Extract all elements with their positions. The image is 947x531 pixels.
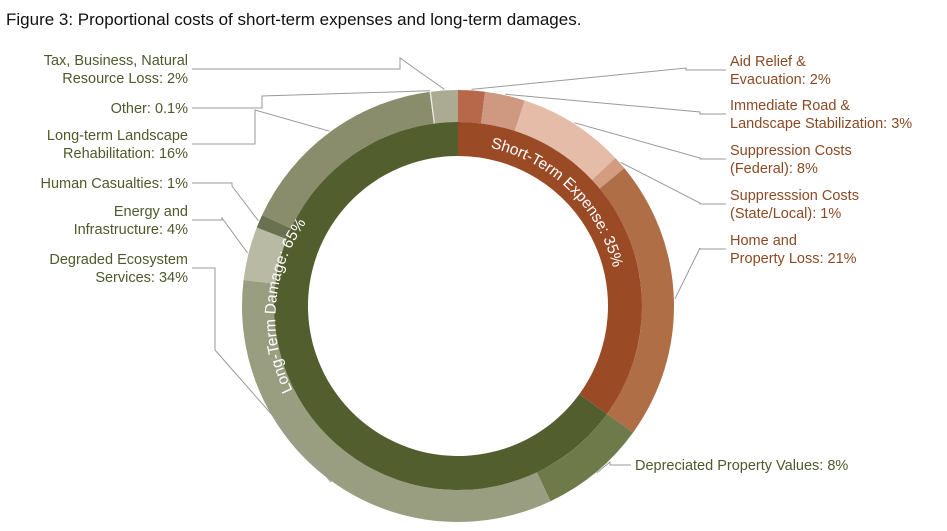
outer-label-line: Long-term Landscape: [47, 128, 188, 144]
outer-slice-other: [429, 91, 435, 124]
outer-label-degraded-ecosystem-services: Degraded Ecosystem Services: 34%: [49, 252, 188, 286]
outer-slice-human-casualties: [256, 215, 292, 240]
leader-line-long-term-landscape-rehabilitation: [192, 109, 330, 145]
outer-label-long-term-landscape-rehabilitation: Long-term Landscape Rehabilitation: 16%: [47, 128, 188, 162]
outer-label-line: Resource Loss: 2%: [62, 71, 188, 87]
leader-line-suppression-costs-federal: [574, 122, 726, 160]
outer-label-line: Energy and: [114, 204, 188, 220]
outer-label-energy-and-infrastructure: Energy and Infrastructure: 4%: [74, 204, 189, 238]
outer-label-line: Depreciated Property Values: 8%: [635, 458, 848, 474]
outer-slice-energy-and-infrastructure: [243, 227, 287, 284]
outer-label-suppression-costs-federal: Suppression Costs (Federal): 8%: [730, 143, 852, 177]
leader-line-home-and-property-loss: [674, 247, 726, 300]
outer-slice-suppresssion-costs-state-local: [592, 158, 625, 189]
outer-label-line: Immediate Road &: [730, 98, 850, 114]
leader-line-aid-relief-evacuation: [471, 67, 726, 90]
outer-label-other: Other: 0.1%: [111, 101, 188, 117]
figure-title: Figure 3: Proportional costs of short-te…: [6, 10, 582, 29]
outer-label-depreciated-property-values: Depreciated Property Values: 8%: [635, 458, 848, 474]
leader-line-tax-business-natural-resource-loss: [192, 57, 445, 90]
leader-line-energy-and-infrastructure: [192, 216, 249, 254]
leader-line-other: [192, 90, 431, 109]
outer-label-line: Human Casualties: 1%: [41, 176, 189, 192]
outer-label-line: Home and: [730, 233, 797, 249]
outer-label-line: Services: 34%: [95, 270, 188, 286]
outer-slice-tax-business-natural-resource-loss: [430, 90, 458, 124]
leader-line-depreciated-property-values: [596, 460, 631, 474]
outer-slice-aid-relief-evacuation: [458, 90, 486, 124]
outer-label-line: Infrastructure: 4%: [74, 222, 189, 238]
leader-line-suppresssion-costs-state-local: [620, 161, 726, 205]
outer-label-line: Tax, Business, Natural: [44, 53, 188, 69]
outer-label-line: Evacuation: 2%: [730, 72, 831, 88]
outer-label-line: Aid Relief &: [730, 54, 806, 70]
outer-label-line: Suppresssion Costs: [730, 188, 859, 204]
outer-label-line: Landscape Stabilization: 3%: [730, 116, 912, 132]
outer-label-human-casualties: Human Casualties: 1%: [41, 176, 189, 192]
outer-label-line: Suppression Costs: [730, 143, 852, 159]
outer-slice-degraded-ecosystem-services: [241, 279, 551, 523]
outer-slice-home-and-property-loss: [599, 168, 675, 433]
outer-label-line: Property Loss: 21%: [730, 251, 857, 267]
leader-line-degraded-ecosystem-services: [192, 267, 332, 483]
outer-label-home-and-property-loss: Home and Property Loss: 21%: [730, 233, 857, 267]
outer-slice-suppression-costs-federal: [514, 100, 616, 180]
outer-slice-long-term-landscape-rehabilitation: [262, 91, 434, 229]
outer-slice-immediate-road-landscape-stabilization: [481, 91, 525, 131]
outer-slice-depreciated-property-values: [536, 413, 634, 502]
outer-label-suppresssion-costs-state-local: Suppresssion Costs (State/Local): 1%: [730, 188, 859, 222]
outer-label-line: (State/Local): 1%: [730, 206, 841, 222]
outer-label-tax-business-natural-resource-loss: Tax, Business, Natural Resource Loss: 2%: [44, 53, 188, 87]
outer-label-line: (Federal): 8%: [730, 161, 818, 177]
leader-line-immediate-road-landscape-stabilization: [505, 93, 726, 115]
outer-label-immediate-road-landscape-stabilization: Immediate Road & Landscape Stabilization:…: [730, 98, 912, 132]
leader-line-human-casualties: [192, 182, 259, 222]
outer-label-aid-relief-evacuation: Aid Relief & Evacuation: 2%: [730, 54, 831, 88]
outer-label-line: Rehabilitation: 16%: [63, 146, 188, 162]
inner-slice-short-term-expense: [458, 122, 642, 415]
outer-label-line: Degraded Ecosystem: [49, 252, 188, 268]
outer-label-line: Other: 0.1%: [111, 101, 188, 117]
